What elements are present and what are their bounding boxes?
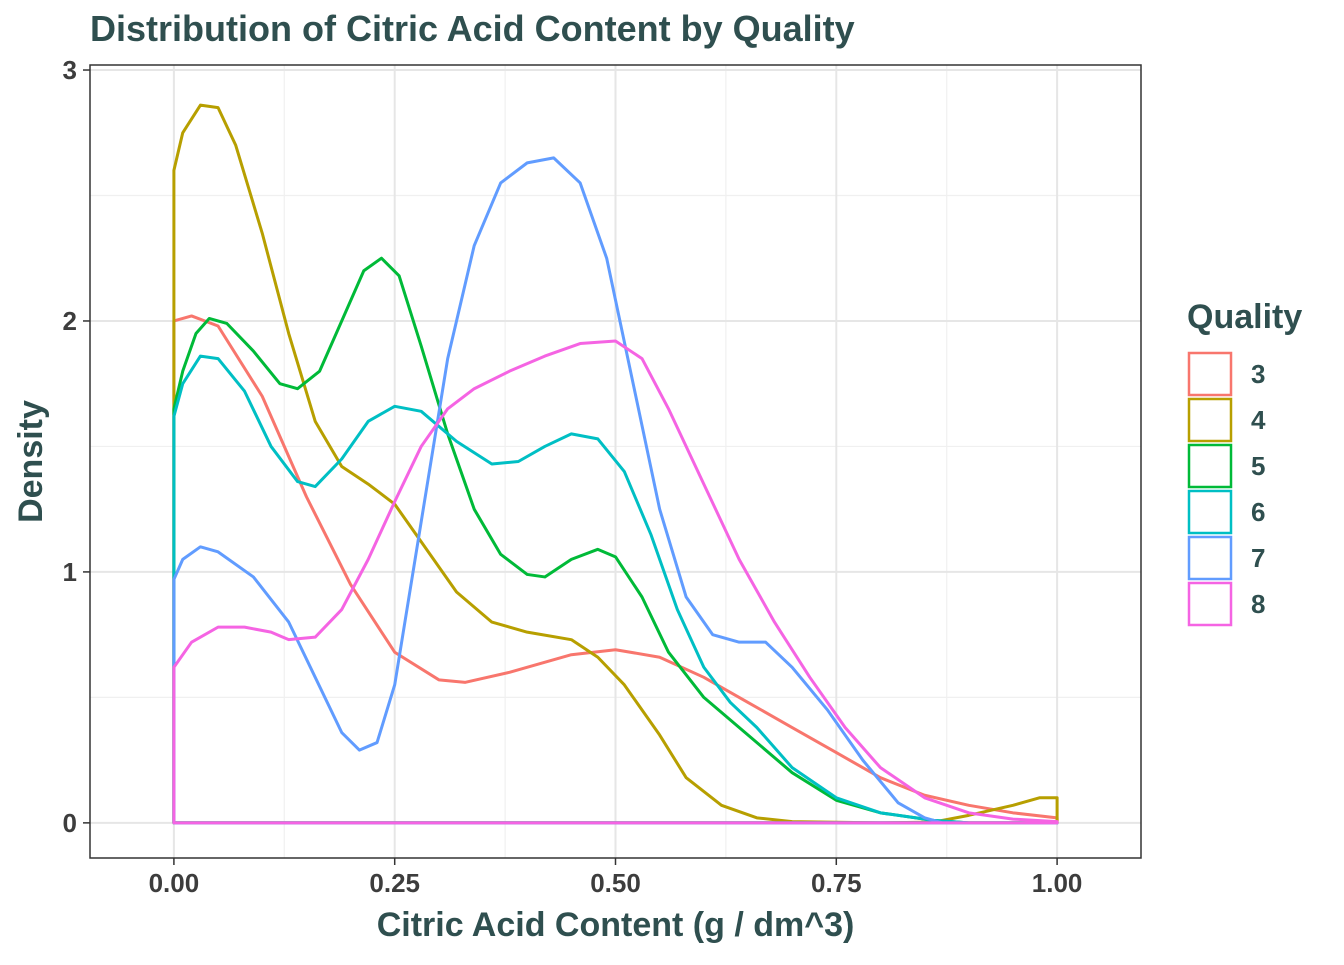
y-axis-title: Density (12, 400, 50, 523)
x-tick-label: 1.00 (1032, 868, 1083, 898)
legend-key (1187, 489, 1233, 535)
legend-title: Quality (1187, 298, 1302, 336)
legend-label: 6 (1251, 497, 1265, 527)
chart-title: Distribution of Citric Acid Content by Q… (90, 8, 855, 49)
density-line-quality-5 (172, 256, 1059, 825)
legend-label: 8 (1251, 589, 1265, 619)
legend-item-quality-6: 6 (1187, 489, 1265, 535)
legend-key (1187, 351, 1233, 397)
density-line-quality-4 (172, 103, 1059, 825)
legend-key (1187, 397, 1233, 443)
legend-key (1187, 443, 1233, 489)
y-tick-label: 0 (63, 808, 77, 838)
y-tick-label: 1 (63, 557, 77, 587)
legend: Quality 3 4 5 6 7 8 (1187, 298, 1302, 627)
legend-key (1187, 535, 1233, 581)
legend-label: 3 (1251, 359, 1265, 389)
legend-item-quality-7: 7 (1187, 535, 1265, 581)
x-tick-label: 0.25 (369, 868, 420, 898)
legend-item-quality-3: 3 (1187, 351, 1265, 397)
density-line-quality-3 (172, 314, 1059, 825)
legend-item-quality-4: 4 (1187, 397, 1266, 443)
legend-key (1187, 581, 1233, 627)
axis-layer: 0.00 0.25 0.50 0.75 1.00 0 1 2 3 (63, 55, 1083, 898)
legend-item-quality-8: 8 (1187, 581, 1265, 627)
density-line-quality-7 (172, 156, 1059, 825)
x-axis-title: Citric Acid Content (g / dm^3) (377, 906, 855, 944)
x-tick-label: 0.00 (149, 868, 200, 898)
legend-item-quality-5: 5 (1187, 443, 1265, 489)
density-line-quality-6 (172, 354, 1059, 825)
y-tick-label: 3 (63, 55, 77, 85)
x-tick-label: 0.50 (590, 868, 641, 898)
x-tick-label: 0.75 (811, 868, 862, 898)
y-tick-label: 2 (63, 306, 77, 336)
legend-items: 3 4 5 6 7 8 (1187, 351, 1266, 627)
legend-label: 4 (1251, 405, 1266, 435)
density-line-quality-8 (172, 339, 1059, 825)
legend-label: 7 (1251, 543, 1265, 573)
legend-label: 5 (1251, 451, 1265, 481)
series-layer (172, 103, 1059, 825)
